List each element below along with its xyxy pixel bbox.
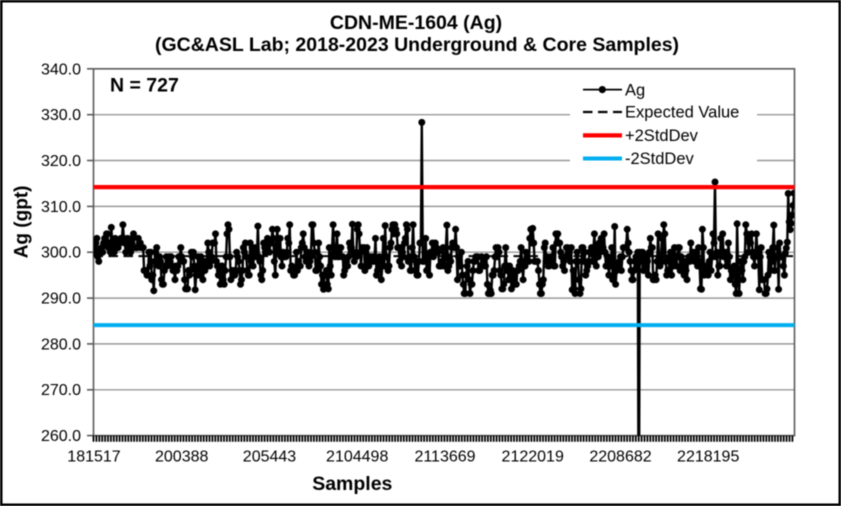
svg-text:2113669: 2113669 [414, 449, 475, 466]
svg-text:2104498: 2104498 [326, 449, 388, 466]
svg-text:320.0: 320.0 [41, 153, 81, 170]
svg-text:Expected Value: Expected Value [625, 104, 739, 122]
svg-text:2208682: 2208682 [589, 449, 651, 466]
svg-text:280.0: 280.0 [41, 336, 81, 353]
svg-text:2218195: 2218195 [677, 449, 739, 466]
svg-text:330.0: 330.0 [41, 107, 81, 124]
svg-text:N = 727: N = 727 [110, 75, 179, 97]
svg-text:205443: 205443 [243, 449, 296, 466]
svg-text:Ag (gpt): Ag (gpt) [12, 185, 33, 258]
svg-text:300.0: 300.0 [41, 245, 81, 262]
svg-text:CDN-ME-1604 (Ag): CDN-ME-1604 (Ag) [330, 12, 502, 34]
svg-text:2122019: 2122019 [502, 449, 564, 466]
svg-text:200388: 200388 [155, 449, 208, 466]
svg-text:+2StdDev: +2StdDev [625, 127, 699, 145]
svg-text:270.0: 270.0 [41, 382, 81, 399]
svg-text:Ag: Ag [625, 81, 645, 99]
svg-text:181517: 181517 [67, 449, 120, 466]
svg-text:Samples: Samples [312, 473, 392, 495]
svg-text:310.0: 310.0 [41, 199, 81, 216]
svg-text:260.0: 260.0 [41, 428, 81, 445]
svg-text:340.0: 340.0 [41, 61, 81, 78]
svg-text:-2StdDev: -2StdDev [625, 150, 695, 168]
svg-text:290.0: 290.0 [41, 291, 81, 308]
svg-text:(GC&ASL Lab; 2018-2023 Undergr: (GC&ASL Lab; 2018-2023 Underground & Cor… [155, 34, 679, 56]
